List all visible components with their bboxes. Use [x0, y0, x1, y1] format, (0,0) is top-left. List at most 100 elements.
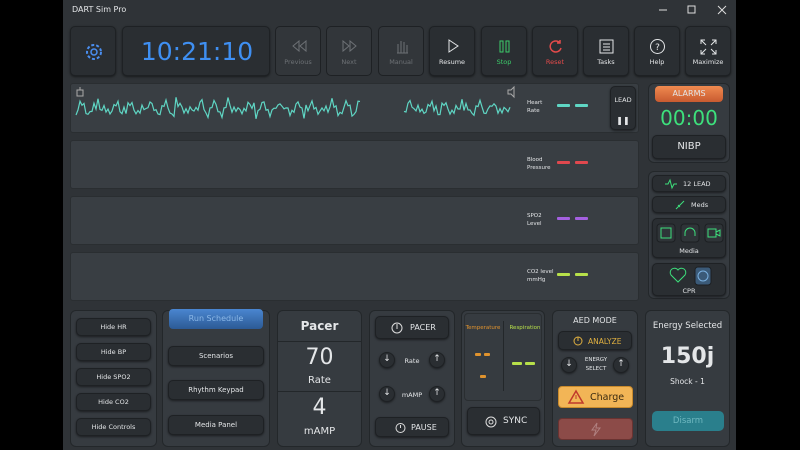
schedule-button[interactable]: Media Panel — [168, 415, 264, 435]
toolbar-button[interactable]: Previous — [275, 26, 321, 76]
channel-dash — [557, 273, 570, 276]
pacer-button[interactable]: PACER — [375, 316, 449, 339]
disarm-button[interactable]: Disarm — [652, 411, 724, 431]
bolt-icon — [591, 422, 601, 437]
cpr-label: CPR — [682, 287, 696, 295]
rate-label: Rate — [404, 357, 420, 365]
channel-label: SPO2 — [527, 213, 542, 219]
toolbar-button[interactable]: Stop — [481, 26, 527, 76]
pacer-controls: PACER ↓ Rate ↑ ↓ mAMP ↑ PAUSE — [369, 310, 455, 447]
channel-dash — [557, 217, 570, 220]
toolbar-label: Next — [341, 58, 357, 66]
energy-select-line: SELECT — [585, 366, 607, 372]
channel-label: Level — [527, 221, 542, 227]
toolbar-button[interactable]: Resume — [429, 26, 475, 76]
toolbar-label: Help — [649, 58, 665, 66]
media-label: Media — [679, 247, 699, 255]
vitals-box — [464, 313, 542, 401]
aed-title: AED MODE — [573, 316, 617, 325]
divider — [503, 321, 504, 391]
hide-label: Hide HR — [100, 323, 127, 331]
toolbar-label: Tasks — [597, 58, 615, 66]
pause-button[interactable]: PAUSE — [375, 417, 449, 437]
timer-icon — [395, 423, 406, 433]
toolbar-button[interactable]: Maximize — [685, 26, 731, 76]
toolbar-icon — [700, 39, 717, 55]
nibp-button[interactable]: NIBP — [652, 135, 726, 159]
toolbar-label: Maximize — [692, 58, 724, 66]
toolbar-button[interactable]: Next — [326, 26, 372, 76]
rate-up[interactable]: ↑ — [429, 352, 445, 368]
temperature-dash — [484, 353, 490, 356]
channel-label: Blood — [527, 157, 543, 163]
toolbar-icon — [499, 40, 510, 53]
power-icon — [573, 336, 583, 346]
temperature-dash — [480, 375, 486, 378]
meds-button[interactable]: Meds — [652, 196, 726, 213]
current-up[interactable]: ↑ — [429, 386, 445, 402]
toolbar-label: Reset — [545, 58, 565, 66]
alarms-tab[interactable]: ALARMS — [655, 86, 723, 102]
hide-button[interactable]: Hide SPO2 — [76, 368, 151, 386]
schedule-button[interactable]: Rhythm Keypad — [168, 380, 264, 400]
toolbar-icon — [599, 39, 614, 54]
run-schedule-tab[interactable]: Run Schedule — [169, 309, 263, 329]
current-label: mAMP — [401, 391, 423, 399]
window-controls[interactable] — [655, 4, 730, 16]
channel-dash — [575, 217, 588, 220]
energy-panel: Energy Selected 150j Shock - 1 Disarm — [645, 310, 730, 447]
shock-button[interactable] — [558, 418, 633, 440]
schedule-panel: Run Schedule Scenarios Rhythm Keypad Media… — [162, 309, 270, 447]
energy-select-line: ENERGY — [584, 357, 608, 363]
media-box[interactable]: Media — [652, 218, 726, 258]
sync-button[interactable]: SYNC — [467, 407, 540, 435]
cpr-box[interactable]: CPR — [652, 263, 726, 296]
energy-up[interactable]: ↑ — [613, 357, 629, 373]
energy-down[interactable]: ↓ — [561, 357, 577, 373]
current-down[interactable]: ↓ — [379, 386, 395, 402]
toolbar-button[interactable]: Tasks — [583, 26, 629, 76]
toolbar-button[interactable]: Manual — [378, 26, 424, 76]
respiration-dash — [512, 362, 522, 365]
toolbar-button[interactable]: ? Help — [634, 26, 680, 76]
hide-button[interactable]: Hide HR — [76, 318, 151, 336]
nibp-label: NIBP — [677, 141, 701, 152]
window-title: DART Sim Pro — [72, 5, 127, 14]
hide-button[interactable]: Hide CO2 — [76, 393, 151, 411]
toolbar-icon: ? — [650, 39, 665, 54]
disarm-label: Disarm — [672, 416, 704, 426]
shock-count: Shock - 1 — [670, 377, 705, 386]
settings-button[interactable] — [70, 26, 116, 76]
rate-down[interactable]: ↓ — [379, 352, 395, 368]
channel-dash — [575, 273, 588, 276]
channel-dash — [557, 161, 570, 164]
toolbar-button[interactable]: Reset — [532, 26, 578, 76]
alarms-label: ALARMS — [672, 89, 706, 98]
analyze-button[interactable]: ANALYZE — [558, 331, 632, 350]
schedule-label: Media Panel — [194, 421, 238, 429]
charge-label: Charge — [590, 392, 625, 403]
twelve-lead-button[interactable]: 12 LEAD — [652, 175, 726, 192]
channel-dash — [575, 104, 588, 107]
bp-row — [70, 140, 639, 189]
schedule-button[interactable]: Scenarios — [168, 346, 264, 366]
twelve-lead-label: 12 LEAD — [683, 180, 711, 188]
hide-button[interactable]: Hide Controls — [76, 418, 151, 436]
toolbar-label: Stop — [496, 58, 512, 66]
charge-button[interactable]: Charge — [558, 386, 633, 408]
sync-icon — [485, 416, 497, 428]
toolbar-icon — [292, 39, 307, 53]
respiration-dash — [525, 362, 535, 365]
pacer-current: 4 — [312, 395, 327, 420]
energy-value: 150j — [660, 344, 715, 369]
channel-dash — [557, 104, 570, 107]
hide-button[interactable]: Hide BP — [76, 343, 151, 361]
lead-button[interactable]: LEAD ❚❚ — [610, 86, 636, 130]
alarm-timer: 00:00 — [660, 106, 718, 130]
toolbar-label: Resume — [438, 58, 466, 66]
channel-label: Rate — [527, 108, 540, 114]
run-schedule-label: Run Schedule — [188, 314, 244, 323]
toolbar-label: Previous — [284, 58, 312, 66]
pacer-label: PACER — [410, 323, 436, 332]
